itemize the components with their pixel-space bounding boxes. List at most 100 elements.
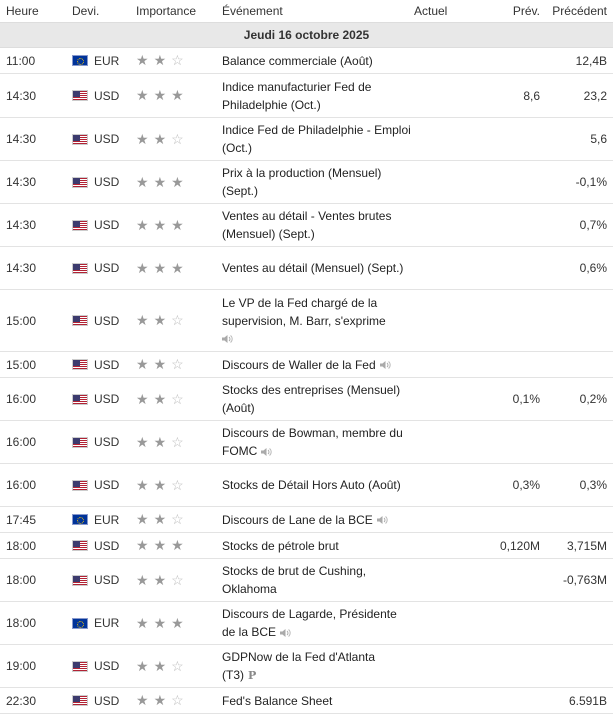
event-name[interactable]: Stocks des entreprises (Mensuel) (Août) [222, 381, 412, 417]
event-name[interactable]: Ventes au détail (Mensuel) (Sept.) [222, 259, 412, 277]
event-title-text[interactable]: Stocks des entreprises (Mensuel) (Août) [222, 383, 401, 415]
currency-code: USD [94, 218, 120, 232]
event-name[interactable]: Stocks de brut de Cushing, Oklahoma [222, 562, 412, 598]
event-title-text[interactable]: Prix à la production (Mensuel) (Sept.) [222, 166, 382, 198]
event-title[interactable]: Le VP de la Fed chargé de la supervision… [222, 294, 412, 348]
header-time[interactable]: Heure [6, 4, 39, 18]
star-icon: ★ [136, 433, 149, 450]
preliminary-icon: P [248, 668, 257, 682]
event-title-text[interactable]: Stocks de Détail Hors Auto (Août) [222, 478, 401, 492]
event-title[interactable]: Stocks de pétrole brut [222, 537, 412, 555]
table-row[interactable]: 15:00 USD ★ ★ ☆ Le VP de la Fed chargé de la … [0, 290, 613, 352]
event-name[interactable]: Discours de Waller de la Fed [222, 356, 412, 374]
event-title[interactable]: Balance commerciale (Août) [222, 52, 412, 70]
table-row[interactable]: 18:00 EUR ★ ★ ★ Discours de Lagarde, Présiden… [0, 602, 613, 645]
event-title[interactable]: Discours de Bowman, membre du FOMC [222, 424, 412, 460]
table-row[interactable]: 18:00 USD ★ ★ ☆ Stocks de brut de Cushing, Ok… [0, 559, 613, 602]
table-row[interactable]: 22:30 USD ★ ★ ☆ Fed's Balance Sheet 6.591B [0, 688, 613, 714]
table-row[interactable]: 19:00 USD ★ ★ ☆ GDPNow de la Fed d'Atlanta (T… [0, 645, 613, 688]
table-row[interactable]: 18:00 USD ★ ★ ★ Stocks de pétrole brut 0,120M 3… [0, 533, 613, 559]
event-name[interactable]: GDPNow de la Fed d'Atlanta (T3) P [222, 648, 412, 685]
table-row[interactable]: 14:30 USD ★ ★ ★ Ventes au détail (Mensuel) (S… [0, 247, 613, 290]
star-icon: ★ [153, 87, 167, 103]
eu-flag-icon [72, 617, 88, 629]
event-currency: EUR [66, 54, 132, 68]
event-title-text[interactable]: Indice manufacturier Fed de Philadelphie… [222, 79, 372, 112]
stars: ★ ★ ☆ [136, 693, 184, 707]
importance-rating: ★ ★ ★ [132, 538, 222, 553]
event-title-text[interactable]: Discours de Waller de la Fed [222, 357, 376, 372]
event-title[interactable]: Ventes au détail (Mensuel) (Sept.) [222, 259, 412, 277]
event-title[interactable]: Stocks des entreprises (Mensuel) (Août) [222, 381, 412, 417]
event-title[interactable]: GDPNow de la Fed d'Atlanta (T3) P [222, 648, 412, 685]
event-name[interactable]: Indice manufacturier Fed de Philadelphie… [222, 78, 412, 114]
event-name[interactable]: Discours de Lagarde, Présidente de la BC… [222, 605, 412, 641]
event-name[interactable]: Fed's Balance Sheet [222, 692, 412, 710]
event-title-text[interactable]: Discours de Lane de la BCE [222, 512, 373, 527]
event-title[interactable]: Stocks de brut de Cushing, Oklahoma [222, 562, 412, 598]
event-title-text[interactable]: Fed's Balance Sheet [222, 693, 333, 708]
event-title[interactable]: Discours de Lagarde, Présidente de la BC… [222, 605, 412, 641]
table-row[interactable]: 11:00 EUR ★ ★ ☆ Balance commerciale (Août) 12,… [0, 48, 613, 74]
stars: ★ ★ ☆ [136, 659, 184, 673]
currency-code: USD [94, 313, 120, 328]
table-row[interactable]: 16:00 USD ★ ★ ☆ Discours de Bowman, membre du… [0, 421, 613, 464]
star-icon: ★ [136, 173, 149, 190]
event-name[interactable]: Stocks de pétrole brut [222, 537, 412, 555]
event-name[interactable]: Stocks de Détail Hors Auto (Août) [222, 476, 412, 494]
header-importance[interactable]: Importance [136, 4, 197, 18]
event-name[interactable]: Prix à la production (Mensuel) (Sept.) [222, 164, 412, 200]
header-currency[interactable]: Devi. [72, 4, 100, 18]
event-title-text[interactable]: Ventes au détail (Mensuel) (Sept.) [222, 261, 404, 275]
event-title-text[interactable]: Stocks de pétrole brut [222, 538, 339, 553]
event-title[interactable]: Indice manufacturier Fed de Philadelphie… [222, 78, 412, 114]
table-row[interactable]: 14:30 USD ★ ★ ★ Ventes au détail - Ventes bru… [0, 204, 613, 247]
event-title[interactable]: Fed's Balance Sheet [222, 692, 412, 710]
event-title-text[interactable]: Le VP de la Fed chargé de la supervision… [222, 295, 386, 328]
event-title-text[interactable]: Indice Fed de Philadelphie - Emploi (Oct… [222, 123, 411, 155]
event-name[interactable]: Le VP de la Fed chargé de la supervision… [222, 294, 412, 348]
speaker-icon [376, 516, 388, 525]
event-title-text[interactable]: Discours de Lagarde, Présidente de la BC… [222, 607, 397, 639]
event-time: 14:30 [6, 261, 37, 275]
header-forecast[interactable]: Prév. [512, 4, 540, 18]
event-title-text[interactable]: GDPNow de la Fed d'Atlanta (T3) [222, 649, 376, 682]
event-name[interactable]: Discours de Lane de la BCE [222, 511, 412, 529]
event-title[interactable]: Stocks de Détail Hors Auto (Août) [222, 476, 412, 494]
eu-flag-icon [72, 55, 88, 66]
event-title-text[interactable]: Stocks de brut de Cushing, Oklahoma [222, 564, 367, 596]
event-currency: EUR [66, 513, 132, 527]
star-icon: ☆ [171, 476, 184, 493]
currency-code: EUR [94, 512, 120, 527]
event-title-text[interactable]: Balance commerciale (Août) [222, 53, 373, 68]
table-row[interactable]: 17:45 EUR ★ ★ ☆ Discours de Lane de la BCE [0, 507, 613, 533]
event-title-text[interactable]: Ventes au détail - Ventes brutes (Mensue… [222, 209, 392, 241]
event-title-text[interactable]: Discours de Bowman, membre du FOMC [222, 426, 403, 458]
event-name[interactable]: Ventes au détail - Ventes brutes (Mensue… [222, 207, 412, 243]
stars: ★ ★ ★ [136, 175, 184, 189]
header-event[interactable]: Événement [222, 4, 283, 18]
table-row[interactable]: 14:30 USD ★ ★ ★ Prix à la production (Mensuel… [0, 161, 613, 204]
event-title[interactable]: Indice Fed de Philadelphie - Emploi (Oct… [222, 121, 412, 157]
event-name[interactable]: Discours de Bowman, membre du FOMC [222, 424, 412, 460]
table-row[interactable]: 15:00 USD ★ ★ ☆ Discours de Waller de la Fed [0, 352, 613, 378]
us-flag-icon [72, 660, 88, 672]
table-row[interactable]: 16:00 USD ★ ★ ☆ Stocks des entreprises (Mensu… [0, 378, 613, 421]
importance-rating: ★ ★ ★ [132, 218, 222, 233]
star-icon: ☆ [171, 312, 184, 328]
stars: ★ ★ ★ [136, 616, 184, 630]
currency-code: EUR [94, 53, 120, 68]
event-title[interactable]: Discours de Waller de la Fed [222, 356, 412, 374]
header-previous[interactable]: Précédent [552, 4, 607, 18]
event-name[interactable]: Indice Fed de Philadelphie - Emploi (Oct… [222, 121, 412, 157]
table-row[interactable]: 16:00 USD ★ ★ ☆ Stocks de Détail Hors Auto (A… [0, 464, 613, 507]
star-icon: ★ [136, 259, 149, 276]
event-title[interactable]: Ventes au détail - Ventes brutes (Mensue… [222, 207, 412, 243]
event-name[interactable]: Balance commerciale (Août) [222, 52, 412, 70]
event-title[interactable]: Discours de Lane de la BCE [222, 511, 412, 529]
eu-flag-icon [72, 514, 88, 525]
event-title[interactable]: Prix à la production (Mensuel) (Sept.) [222, 164, 412, 200]
table-row[interactable]: 14:30 USD ★ ★ ☆ Indice Fed de Philadelphie - … [0, 118, 613, 161]
header-actual[interactable]: Actuel [414, 4, 448, 18]
table-row[interactable]: 14:30 USD ★ ★ ★ Indice manufacturier Fed de P… [0, 74, 613, 118]
